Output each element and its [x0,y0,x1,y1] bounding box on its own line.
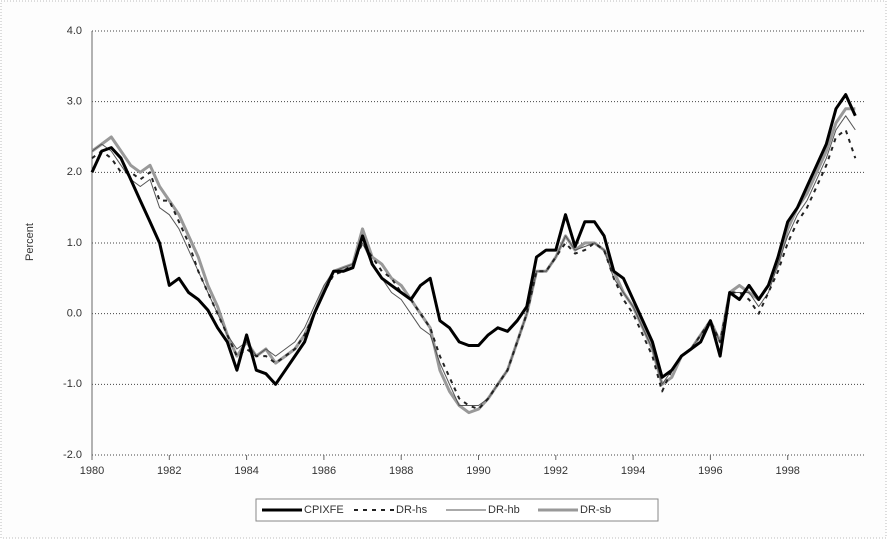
y-tick-label: 0.0 [67,308,82,320]
x-tick-label: 1986 [312,465,336,477]
y-axis-label: Percent [24,223,36,261]
y-tick-label: 3.0 [67,96,82,108]
y-tick-label: -1.0 [63,378,82,390]
y-tick-label: 4.0 [67,25,82,37]
x-tick-label: 1994 [621,465,645,477]
legend-label: DR-sb [580,504,611,516]
x-tick-label: 1980 [80,465,104,477]
y-tick-label: 2.0 [67,166,82,178]
legend-label: CPIXFE [304,504,344,516]
y-tick-label: 1.0 [67,237,82,249]
series-line [90,93,857,386]
x-tick-label: 1998 [775,465,799,477]
x-tick-label: 1988 [389,465,413,477]
x-tick-label: 1982 [157,465,181,477]
x-tick-label: 1984 [234,465,258,477]
x-tick-label: 1992 [544,465,568,477]
legend-label: DR-hb [488,504,520,516]
legend-label: DR-hs [396,504,428,516]
y-tick-label: -2.0 [63,449,82,461]
x-tick-label: 1990 [466,465,490,477]
series-line [91,128,857,411]
x-tick-label: 1996 [698,465,722,477]
